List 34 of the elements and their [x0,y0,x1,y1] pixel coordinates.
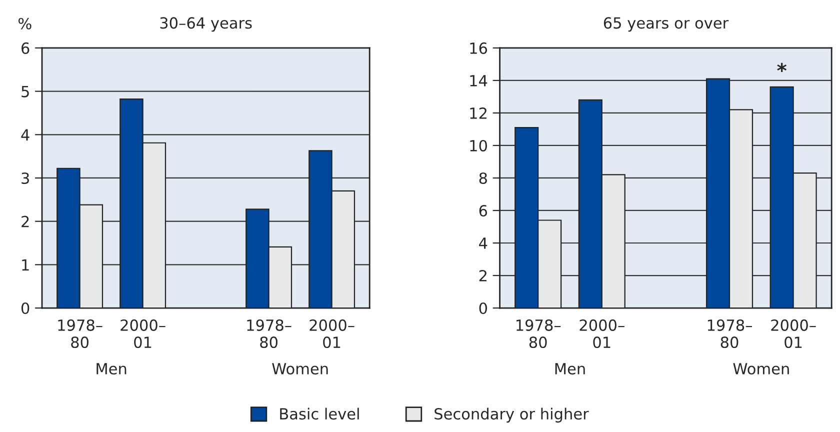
y-tick-label: 3 [22,172,29,184]
x-tick-label: 2000– 01 [120,319,166,348]
text: Men [96,363,126,374]
text: Men [555,363,585,374]
data-label: * [777,62,787,72]
legend-label: Secondary or higher [434,408,589,423]
y-tick-label: 0 [479,302,487,314]
y-tick-label: 2 [479,270,486,282]
x-tick-label: 2000– 01 [580,319,624,348]
chart-title: 65 years or over [604,17,729,32]
y-tick-label: 16 [470,42,488,54]
y-tick-label: 8 [479,172,487,184]
text: Women [272,363,328,374]
x-tick-label: 2000– 01 [771,319,816,348]
y-tick-label: 6 [479,204,488,217]
y-tick-label: 0 [21,302,30,314]
y-tick-label: 5 [22,86,29,98]
x-tick-label: 1978– 80 [58,319,102,348]
x-tick-label: 1978– 80 [516,319,561,348]
y-tick-label: 1 [22,259,29,270]
x-tick-label: 2000– 01 [310,319,354,348]
y-axis-title: % [18,18,32,30]
y-tick-label: 10 [470,140,487,152]
y-tick-label: 6 [22,42,30,54]
chart-title: 30–64 years [160,17,252,32]
x-tick-label: 1978– 80 [708,319,752,348]
y-tick-label: 12 [470,107,486,119]
y-tick-label: 4 [479,238,488,249]
x-tick-label: 1978– 80 [247,319,292,348]
y-tick-label: 4 [21,129,30,140]
legend-label: Basic level [280,408,359,420]
y-tick-label: 2 [22,216,29,228]
text: Women [733,363,789,374]
y-tick-label: 14 [470,75,488,86]
